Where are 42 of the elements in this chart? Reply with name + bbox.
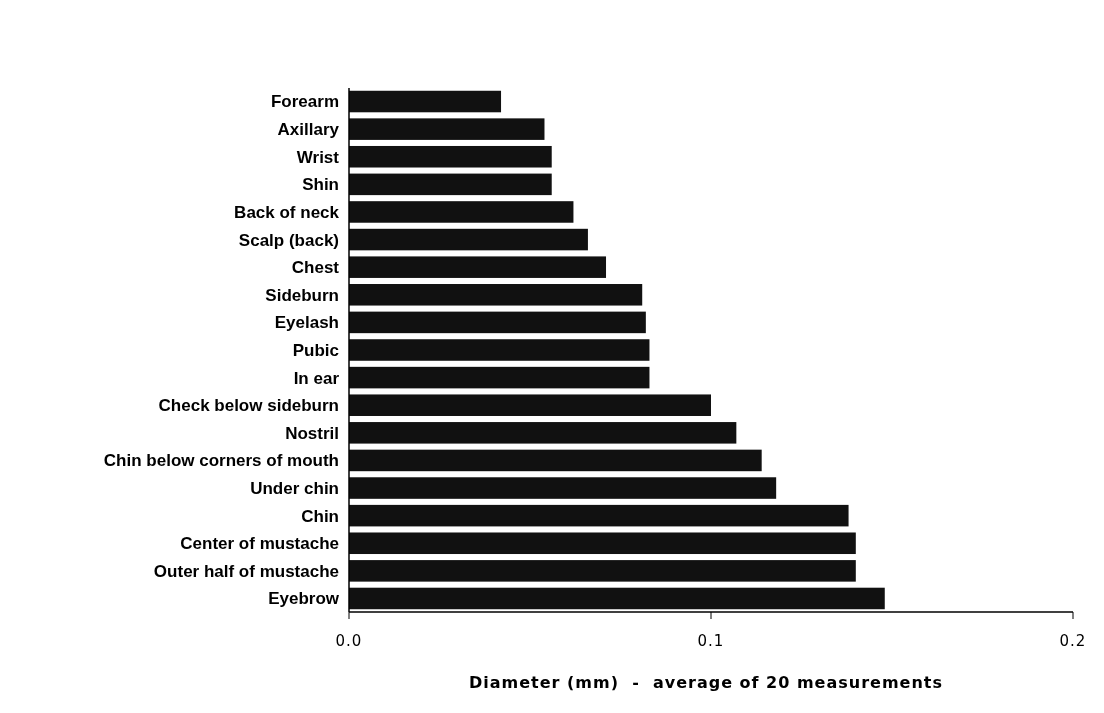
y-tick-label: Under chin bbox=[250, 478, 339, 498]
y-tick-label: Center of mustache bbox=[180, 534, 339, 554]
y-tick-label: Chest bbox=[291, 258, 340, 278]
bar bbox=[349, 560, 856, 582]
y-tick-label: Outer half of mustache bbox=[153, 561, 339, 581]
bar bbox=[349, 339, 650, 361]
bar bbox=[349, 145, 552, 168]
y-tick-label: Back of neck bbox=[234, 202, 340, 222]
bar bbox=[349, 201, 574, 223]
x-tick-label: 0.1 bbox=[697, 632, 725, 650]
y-tick-label: Nostril bbox=[285, 423, 339, 443]
bar bbox=[349, 366, 650, 389]
x-axis-title: Diameter (mm) - average of 20 measurements bbox=[469, 673, 943, 692]
x-tick-label: 0.0 bbox=[335, 632, 363, 650]
bar bbox=[349, 118, 545, 140]
bar bbox=[349, 228, 588, 251]
x-tick-label: 0.2 bbox=[1059, 632, 1087, 650]
bar bbox=[349, 477, 777, 499]
bar bbox=[349, 532, 856, 555]
y-tick-label: Axillary bbox=[277, 120, 340, 140]
bar bbox=[349, 587, 885, 610]
bar bbox=[349, 394, 711, 416]
y-tick-label: Chin bbox=[301, 506, 339, 526]
bar bbox=[349, 504, 849, 527]
bar bbox=[349, 311, 646, 334]
y-tick-label: Eyelash bbox=[274, 313, 339, 333]
bar bbox=[349, 90, 502, 113]
y-tick-label: Forearm bbox=[270, 92, 339, 112]
y-tick-label: Check below sideburn bbox=[158, 396, 339, 416]
bar bbox=[349, 284, 643, 306]
y-tick-label: Pubic bbox=[292, 340, 339, 360]
y-tick-label: Eyebrow bbox=[268, 589, 340, 609]
y-tick-label: Scalp (back) bbox=[238, 230, 339, 250]
bar bbox=[349, 449, 762, 472]
bar bbox=[349, 256, 607, 278]
y-tick-label: Chin below corners of mouth bbox=[103, 451, 339, 471]
y-tick-label: Wrist bbox=[296, 147, 340, 167]
y-tick-label: In ear bbox=[293, 368, 340, 388]
bar bbox=[349, 173, 552, 196]
y-tick-label: Shin bbox=[302, 175, 339, 195]
y-tick-label: Sideburn bbox=[265, 285, 339, 305]
bar bbox=[349, 422, 737, 444]
